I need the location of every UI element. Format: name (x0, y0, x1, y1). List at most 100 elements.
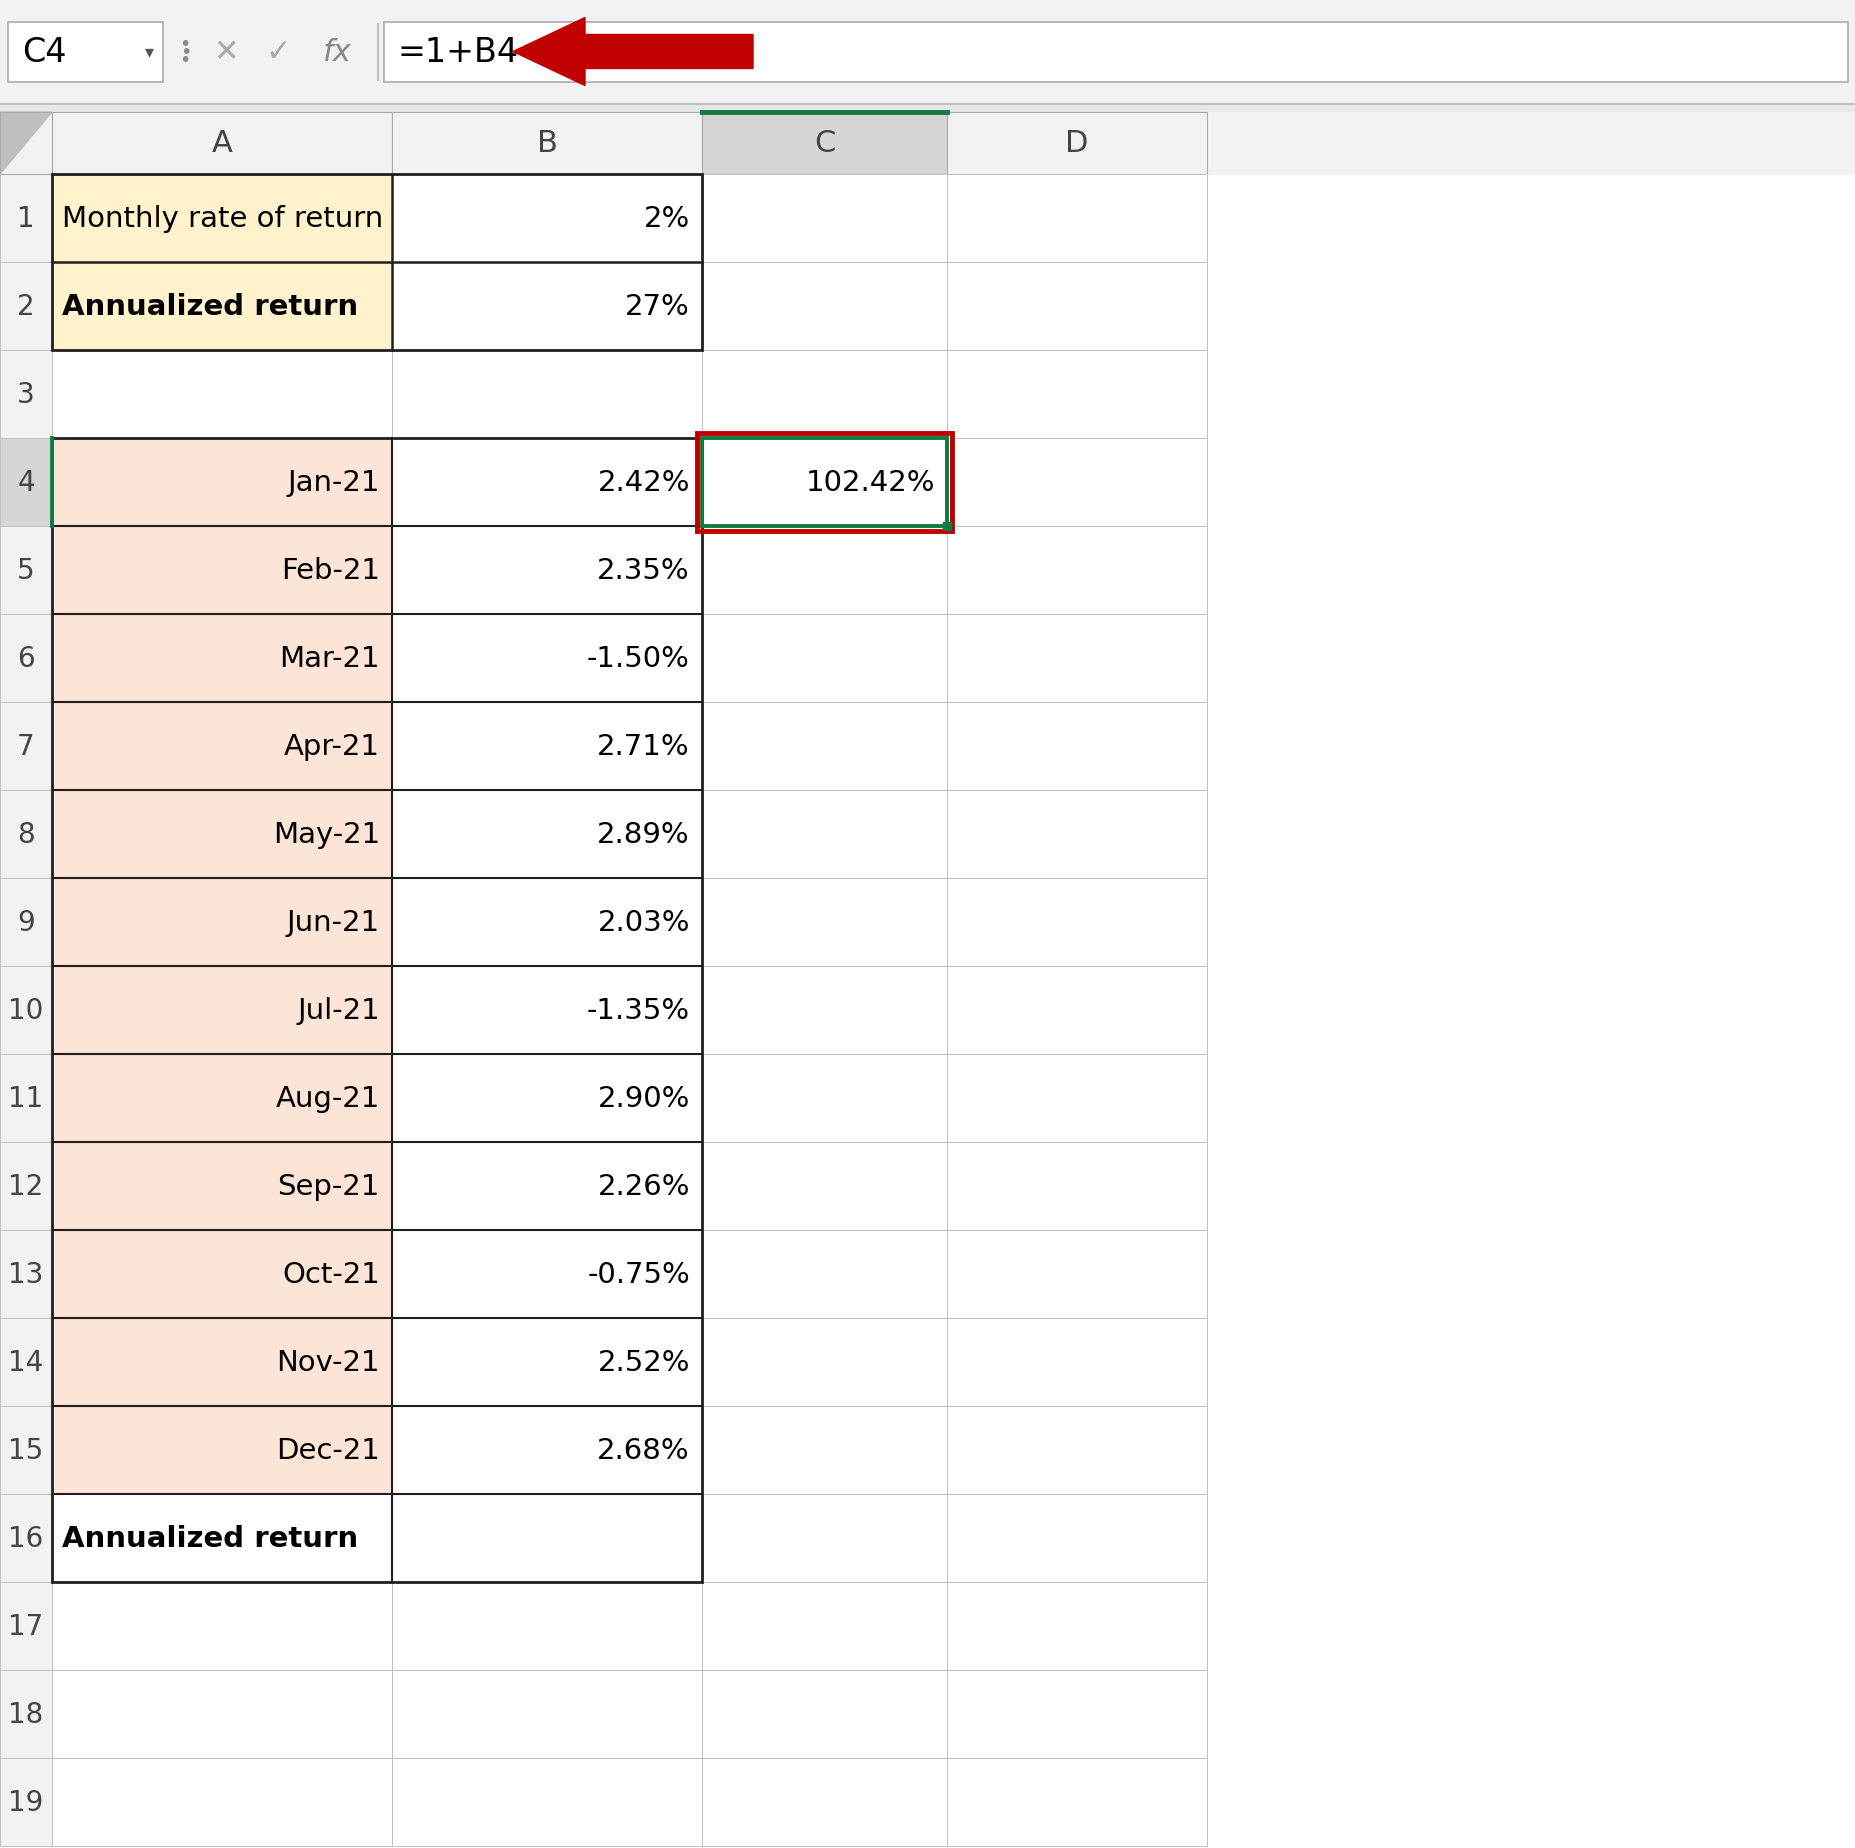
Bar (701, 615, 946, 702)
Bar (52, 1055, 391, 1142)
Text: 7: 7 (17, 732, 35, 761)
Bar (391, 1495, 701, 1582)
Polygon shape (0, 113, 52, 176)
Bar (391, 1055, 701, 1142)
Bar (52, 1142, 391, 1231)
Bar (52, 1671, 391, 1757)
Bar (701, 791, 946, 878)
Text: 10: 10 (7, 996, 45, 1024)
Bar (0, 0, 1855, 105)
Bar (946, 1671, 1206, 1757)
Bar (391, 1231, 701, 1318)
Text: Apr-21: Apr-21 (284, 732, 380, 761)
Text: 19: 19 (7, 1789, 45, 1817)
Text: •: • (180, 35, 191, 54)
Bar (946, 1231, 1206, 1318)
Bar (701, 702, 946, 791)
Text: Aug-21: Aug-21 (276, 1085, 380, 1112)
Bar (946, 615, 1206, 702)
Bar (0, 615, 52, 702)
Bar (391, 1318, 701, 1406)
Text: B: B (536, 129, 556, 159)
Bar (391, 113, 701, 176)
Text: C: C (812, 129, 835, 159)
Bar (391, 967, 701, 1055)
Text: Feb-21: Feb-21 (280, 556, 380, 584)
Bar (391, 702, 701, 791)
Text: 12: 12 (9, 1172, 45, 1201)
Text: A: A (211, 129, 232, 159)
Text: 5: 5 (17, 556, 35, 584)
Text: 13: 13 (7, 1260, 45, 1288)
Text: 8: 8 (17, 821, 35, 848)
Bar (697, 434, 952, 532)
Bar (7, 22, 163, 83)
Text: 2.52%: 2.52% (597, 1349, 690, 1377)
Bar (701, 1671, 946, 1757)
Bar (391, 176, 701, 262)
Text: 2.35%: 2.35% (597, 556, 690, 584)
Bar (52, 1231, 391, 1318)
Text: •: • (180, 43, 191, 63)
Bar (52, 791, 391, 878)
Bar (946, 1318, 1206, 1406)
Bar (0, 1318, 52, 1406)
Bar (946, 527, 1206, 615)
Text: D: D (1065, 129, 1089, 159)
Bar (391, 1582, 701, 1671)
Text: Jan-21: Jan-21 (288, 469, 380, 497)
Text: 15: 15 (9, 1436, 45, 1464)
Text: Annualized return: Annualized return (61, 292, 358, 322)
Bar (0, 438, 52, 527)
Text: 6: 6 (17, 645, 35, 673)
Text: Monthly rate of return: Monthly rate of return (61, 205, 382, 233)
Text: 2.26%: 2.26% (597, 1172, 690, 1201)
Bar (701, 176, 946, 262)
Bar (0, 1055, 52, 1142)
Bar (391, 527, 701, 615)
Bar (701, 262, 946, 351)
Bar (701, 351, 946, 438)
Bar (946, 702, 1206, 791)
Text: -1.35%: -1.35% (586, 996, 690, 1024)
Bar (0, 105, 1855, 113)
Bar (391, 1671, 701, 1757)
Text: •: • (180, 52, 191, 70)
Text: ✓: ✓ (265, 39, 291, 67)
Text: 27%: 27% (625, 292, 690, 322)
Bar (946, 262, 1206, 351)
Bar (0, 113, 52, 176)
Bar (946, 1495, 1206, 1582)
Bar (0, 1495, 52, 1582)
Bar (946, 967, 1206, 1055)
Text: Sep-21: Sep-21 (278, 1172, 380, 1201)
Bar (0, 262, 52, 351)
Bar (391, 878, 701, 967)
Bar (0, 791, 52, 878)
Text: 2.03%: 2.03% (597, 909, 690, 937)
Bar (946, 113, 1206, 176)
Bar (52, 176, 701, 351)
Bar (0, 1406, 52, 1495)
Bar (946, 878, 1206, 967)
Bar (391, 1406, 701, 1495)
Bar (0, 113, 1855, 176)
Text: 14: 14 (9, 1349, 45, 1377)
Text: 1: 1 (17, 205, 35, 233)
Text: 2.68%: 2.68% (597, 1436, 690, 1464)
Bar (52, 176, 391, 262)
Bar (391, 438, 701, 527)
Text: -1.50%: -1.50% (586, 645, 690, 673)
Bar (701, 1582, 946, 1671)
Bar (701, 878, 946, 967)
Bar (701, 1318, 946, 1406)
Bar (52, 702, 391, 791)
Text: -0.75%: -0.75% (586, 1260, 690, 1288)
Bar (946, 1757, 1206, 1846)
Bar (701, 967, 946, 1055)
Bar (701, 527, 946, 615)
Bar (52, 113, 391, 176)
Bar (52, 438, 391, 527)
Bar (0, 1671, 52, 1757)
Text: Oct-21: Oct-21 (282, 1260, 380, 1288)
